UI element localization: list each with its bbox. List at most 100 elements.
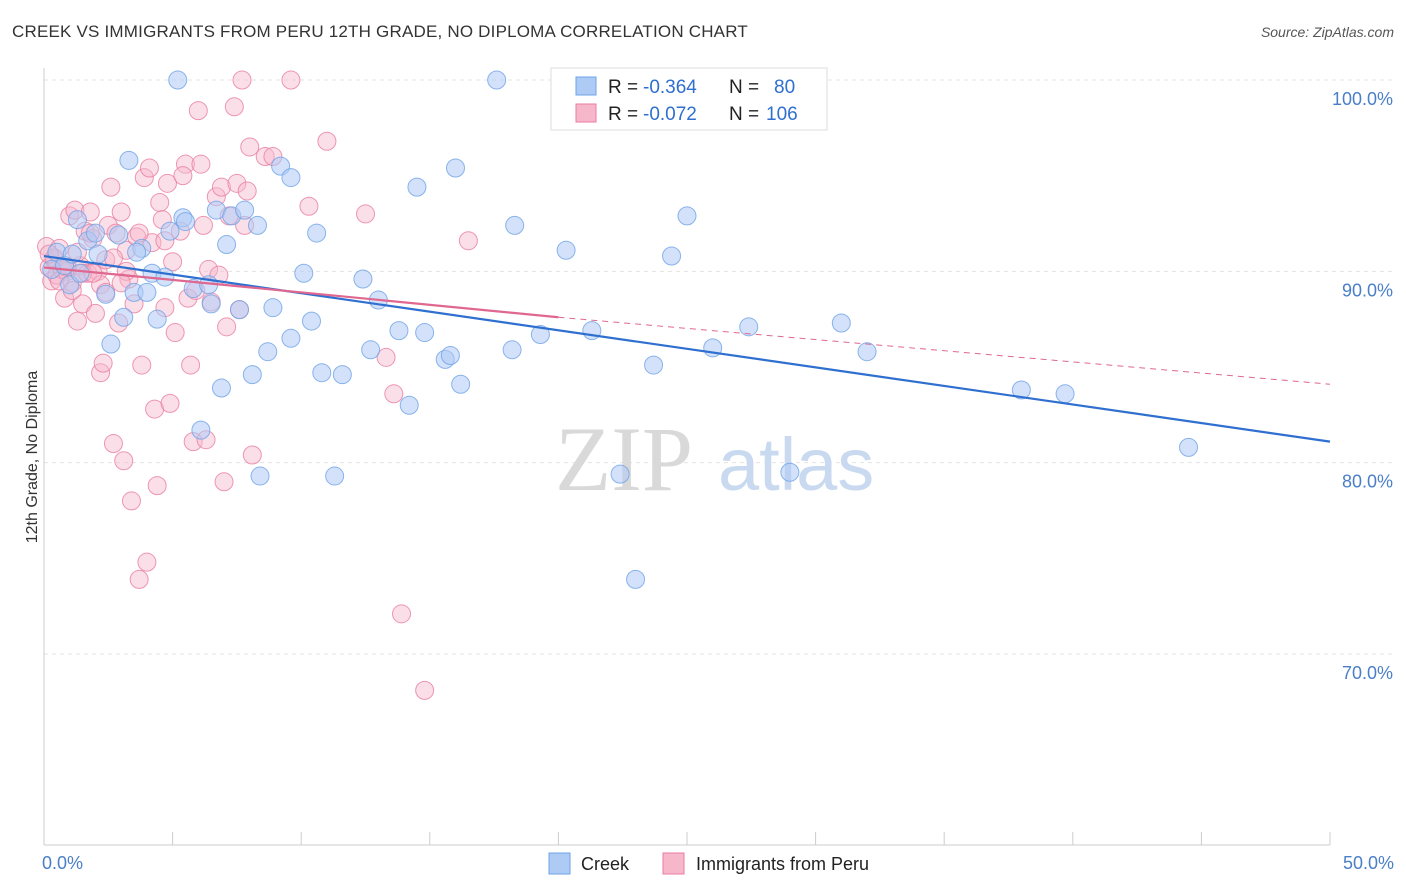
point-creek-34 <box>247 215 267 235</box>
series-creek-points <box>42 70 1199 589</box>
point-creek-36 <box>258 342 278 362</box>
point-creek-19 <box>160 221 180 241</box>
point-creek-48 <box>361 340 381 360</box>
point-creek-26 <box>201 294 221 314</box>
point-peru-58 <box>191 154 211 174</box>
point-peru-57 <box>188 101 208 121</box>
point-peru-36 <box>129 569 149 589</box>
legend-bottom-label-creek: Creek <box>581 854 630 874</box>
y-tick-label-70: 70.0% <box>1342 663 1393 683</box>
legend-top-swatch-creek <box>575 76 597 96</box>
point-creek-17 <box>147 309 167 329</box>
point-creek-22 <box>175 212 195 232</box>
point-creek-40 <box>281 328 301 348</box>
point-creek-72 <box>831 313 851 333</box>
point-creek-5 <box>67 210 87 230</box>
point-peru-77 <box>255 147 275 167</box>
point-peru-52 <box>175 154 195 174</box>
point-creek-55 <box>440 346 460 366</box>
y-tick-label-90: 90.0% <box>1342 280 1393 300</box>
point-creek-31 <box>229 300 249 320</box>
point-creek-57 <box>451 374 471 394</box>
point-peru-76 <box>242 445 262 465</box>
trend-line-peru-extension <box>558 316 1331 385</box>
point-creek-11 <box>114 307 134 327</box>
point-creek-77 <box>70 263 90 283</box>
point-peru-33 <box>121 491 141 511</box>
point-creek-47 <box>353 269 373 289</box>
point-peru-79 <box>281 70 301 90</box>
point-creek-9 <box>101 334 121 354</box>
point-creek-24 <box>191 420 211 440</box>
point-peru-65 <box>211 177 231 197</box>
point-creek-78 <box>85 223 105 243</box>
point-creek-64 <box>610 464 630 484</box>
trend-line-creek <box>43 254 1331 443</box>
point-creek-39 <box>281 168 301 188</box>
point-creek-51 <box>399 395 419 415</box>
point-creek-58 <box>487 70 507 90</box>
point-peru-69 <box>224 97 244 117</box>
legend-bottom-swatch-creek <box>548 852 571 875</box>
point-creek-74 <box>1011 380 1031 400</box>
point-peru-74 <box>237 181 257 201</box>
point-creek-28 <box>211 378 231 398</box>
point-creek-29 <box>217 235 237 255</box>
point-peru-29 <box>111 202 131 222</box>
legend-top-r-label-peru: R = <box>608 104 638 125</box>
point-creek-20 <box>168 70 188 90</box>
point-creek-60 <box>505 215 525 235</box>
point-creek-66 <box>644 355 664 375</box>
chart-title: CREEK VS IMMIGRANTS FROM PERU 12TH GRADE… <box>12 22 748 41</box>
x-tick-label-max: 50.0% <box>1343 853 1394 873</box>
legend-bottom-label-peru: Immigrants from Peru <box>696 854 869 874</box>
legend-top-n-value-creek: 80 <box>774 77 795 98</box>
y-tick-label-80: 80.0% <box>1342 472 1393 492</box>
point-creek-75 <box>1055 384 1075 404</box>
point-peru-44 <box>150 192 170 212</box>
point-creek-46 <box>332 365 352 385</box>
series-peru-points <box>37 70 478 700</box>
legend-top-r-value-peru: -0.072 <box>643 104 697 125</box>
point-creek-73 <box>857 342 877 362</box>
point-creek-45 <box>325 466 345 486</box>
point-creek-12 <box>119 150 139 170</box>
legend-top-r-value-creek: -0.364 <box>643 77 697 98</box>
point-creek-76 <box>1179 437 1199 457</box>
legend-top-n-value-peru: 106 <box>766 104 798 125</box>
point-creek-35 <box>250 466 270 486</box>
point-creek-53 <box>415 323 435 343</box>
point-peru-67 <box>217 317 237 337</box>
point-creek-33 <box>242 365 262 385</box>
grid-lines <box>44 79 1392 655</box>
legend-top-n-label-creek: N = <box>729 77 759 98</box>
point-peru-19 <box>85 303 105 323</box>
point-creek-41 <box>294 263 314 283</box>
point-creek-42 <box>301 311 321 331</box>
legend-bottom-swatch-peru <box>662 852 685 875</box>
legend-bottom: Creek Immigrants from Peru <box>548 852 869 875</box>
point-creek-61 <box>530 324 550 344</box>
point-peru-25 <box>101 177 121 197</box>
point-peru-12 <box>67 311 87 331</box>
point-peru-86 <box>415 680 435 700</box>
point-creek-8 <box>96 284 116 304</box>
point-peru-14 <box>73 294 93 314</box>
point-peru-22 <box>93 353 113 373</box>
y-tick-label-100: 100.0% <box>1332 89 1393 109</box>
point-peru-81 <box>317 131 337 151</box>
point-creek-65 <box>626 569 646 589</box>
point-peru-40 <box>139 158 159 178</box>
point-peru-85 <box>392 604 412 624</box>
point-creek-70 <box>739 317 759 337</box>
point-peru-30 <box>114 451 134 471</box>
legend-top-swatch-peru <box>575 103 597 123</box>
point-peru-38 <box>134 168 154 188</box>
point-creek-68 <box>677 206 697 226</box>
point-creek-18 <box>155 267 175 287</box>
point-creek-56 <box>446 158 466 178</box>
point-creek-59 <box>502 340 522 360</box>
point-peru-99 <box>111 273 131 293</box>
point-creek-32 <box>235 200 255 220</box>
watermark-zip: ZIP <box>555 408 693 510</box>
